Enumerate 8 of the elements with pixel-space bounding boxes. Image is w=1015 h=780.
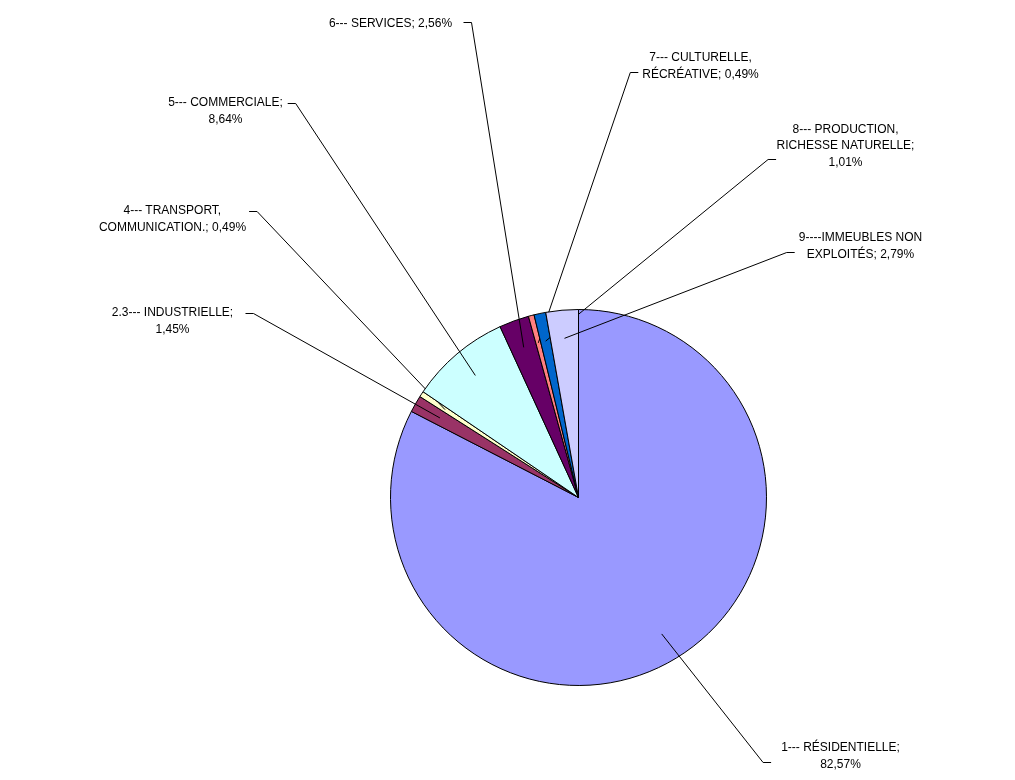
slice-label: 4--- TRANSPORT, COMMUNICATION.; 0,49%	[98, 203, 247, 234]
slice-label: 7--- CULTURELLE, RÉCRÉATIVE; 0,49%	[642, 50, 760, 81]
slice-label: 8--- PRODUCTION, RICHESSE NATURELLE; 1,01%	[776, 121, 915, 170]
slice-label: 6--- SERVICES; 2,56%	[328, 15, 453, 30]
slice-label: 9----IMMEUBLES NON EXPLOITÉS; 2,79%	[798, 230, 923, 261]
slice-label: 1--- RÉSIDENTIELLE; 82,57%	[781, 739, 900, 771]
slice-label: 5--- COMMERCIALE; 8,64%	[168, 95, 283, 126]
slice-label: 2.3--- INDUSTRIELLE; 1,45%	[111, 305, 234, 336]
